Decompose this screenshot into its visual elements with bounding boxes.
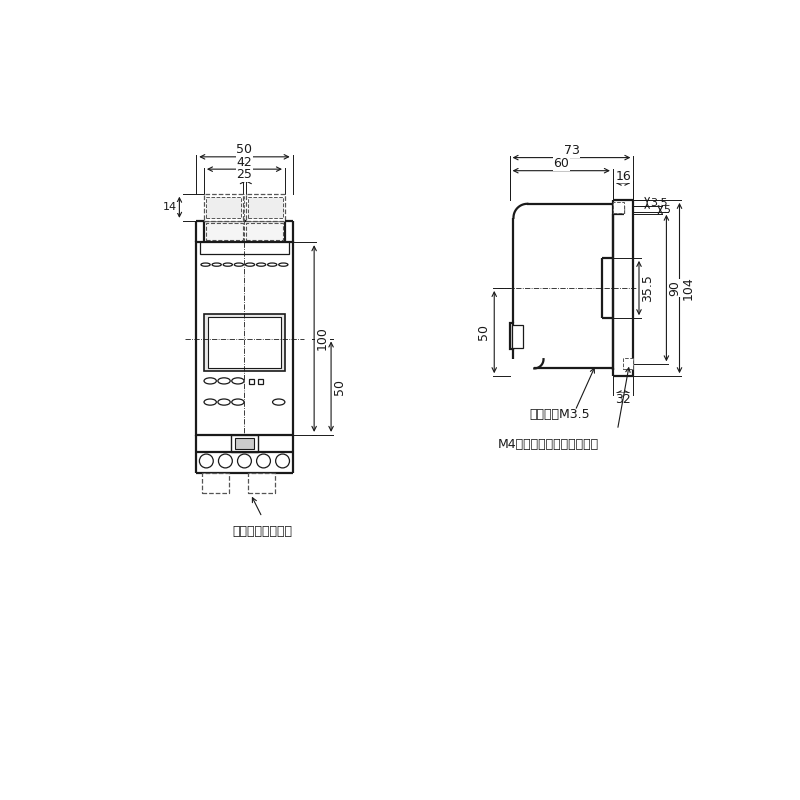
Bar: [246, 223, 283, 240]
Ellipse shape: [234, 263, 243, 266]
Text: 90: 90: [668, 280, 682, 296]
Text: 3.5: 3.5: [650, 198, 668, 208]
Ellipse shape: [232, 378, 244, 384]
Bar: [258, 378, 263, 384]
Circle shape: [199, 454, 214, 468]
Text: M4ねじをご使用ください。: M4ねじをご使用ください。: [498, 438, 598, 450]
Bar: [231, 435, 258, 452]
Ellipse shape: [268, 263, 277, 266]
Text: 42: 42: [237, 156, 252, 169]
Text: 35.5: 35.5: [641, 274, 654, 302]
Text: 取付爪（付属品）: 取付爪（付属品）: [232, 525, 292, 538]
Bar: [249, 378, 254, 384]
Ellipse shape: [218, 378, 230, 384]
Ellipse shape: [246, 263, 254, 266]
Bar: [200, 242, 289, 254]
Bar: [204, 194, 243, 221]
Bar: [622, 358, 634, 369]
Circle shape: [276, 454, 290, 468]
Bar: [196, 242, 293, 435]
Ellipse shape: [204, 378, 216, 384]
Text: 104: 104: [682, 276, 694, 300]
Circle shape: [257, 454, 270, 468]
Circle shape: [218, 454, 232, 468]
Ellipse shape: [257, 263, 266, 266]
Ellipse shape: [212, 263, 222, 266]
Text: 100: 100: [316, 326, 329, 350]
Ellipse shape: [273, 399, 285, 405]
Ellipse shape: [278, 263, 288, 266]
Text: 50: 50: [333, 378, 346, 394]
Ellipse shape: [204, 399, 216, 405]
Bar: [208, 317, 281, 368]
Ellipse shape: [201, 263, 210, 266]
Text: 50: 50: [237, 143, 253, 157]
Ellipse shape: [232, 399, 244, 405]
Circle shape: [238, 454, 251, 468]
Bar: [248, 474, 275, 493]
Text: 5: 5: [663, 205, 670, 215]
Bar: [206, 197, 241, 218]
Ellipse shape: [223, 263, 233, 266]
Text: 50: 50: [477, 324, 490, 340]
Text: 端子ねじM3.5: 端子ねじM3.5: [529, 408, 590, 421]
Text: 60: 60: [554, 158, 569, 170]
Bar: [206, 223, 243, 240]
Text: 25: 25: [237, 168, 252, 181]
Bar: [204, 314, 285, 371]
Bar: [512, 325, 522, 348]
Bar: [248, 197, 282, 218]
Ellipse shape: [218, 399, 230, 405]
Bar: [246, 194, 285, 221]
Bar: [235, 438, 254, 449]
Bar: [510, 323, 514, 349]
Text: 16: 16: [615, 170, 631, 182]
Text: 73: 73: [563, 144, 579, 157]
Text: 32: 32: [615, 394, 631, 406]
Text: 14: 14: [163, 202, 177, 212]
Bar: [613, 202, 623, 213]
Bar: [202, 474, 230, 493]
